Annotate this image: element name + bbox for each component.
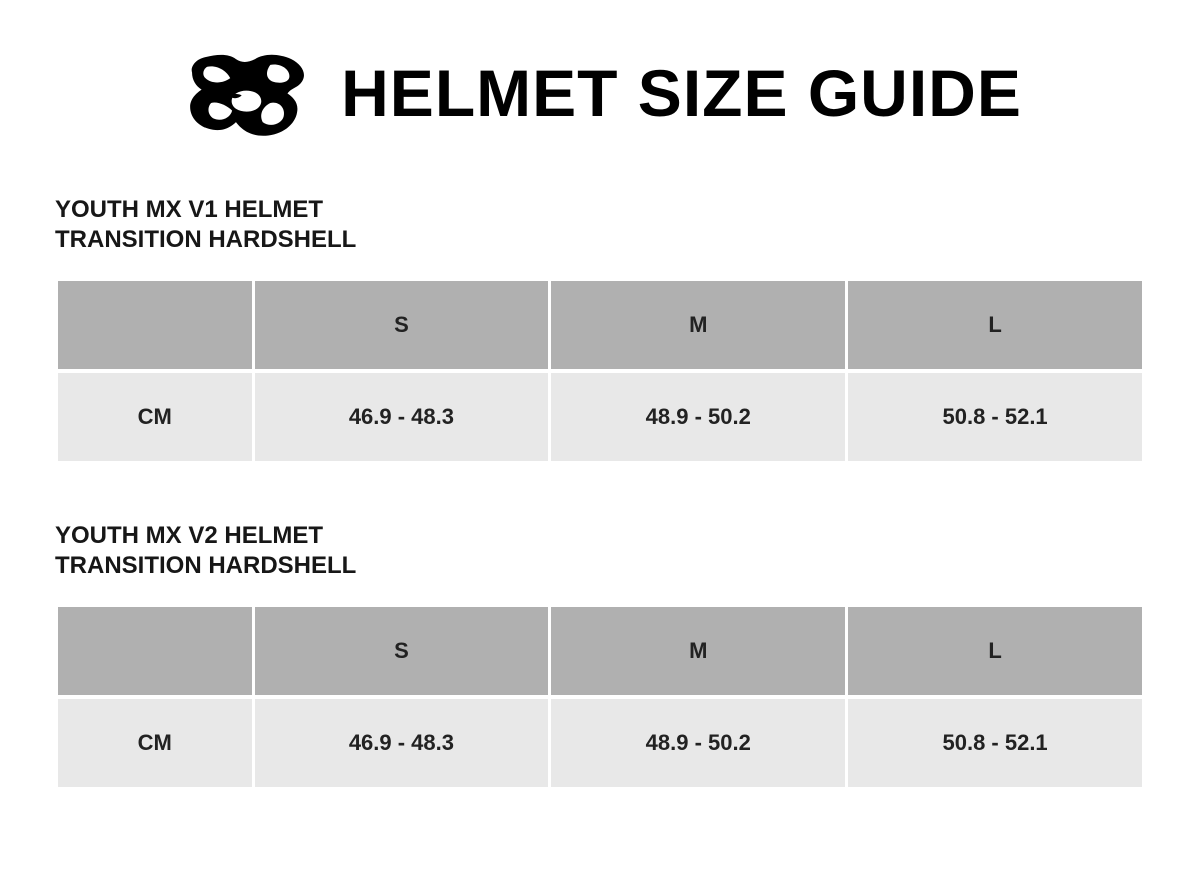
column-header-m: M (551, 607, 845, 695)
size-section-v1: YOUTH MX V1 HELMET TRANSITION HARDSHELL … (55, 195, 1145, 465)
section-title: YOUTH MX V2 HELMET TRANSITION HARDSHELL (55, 521, 1145, 581)
column-header-s: S (255, 607, 549, 695)
page-header: HELMET SIZE GUIDE (55, 40, 1145, 145)
cell-l: 50.8 - 52.1 (848, 699, 1142, 787)
size-section-v2: YOUTH MX V2 HELMET TRANSITION HARDSHELL … (55, 521, 1145, 791)
row-label-cm: CM (58, 699, 252, 787)
cell-m: 48.9 - 50.2 (551, 373, 845, 461)
section-title: YOUTH MX V1 HELMET TRANSITION HARDSHELL (55, 195, 1145, 255)
size-table-v2: S M L CM 46.9 - 48.3 48.9 - 50.2 50.8 - … (55, 603, 1145, 791)
column-header-blank (58, 607, 252, 695)
table-row: CM 46.9 - 48.3 48.9 - 50.2 50.8 - 52.1 (58, 373, 1142, 461)
column-header-m: M (551, 281, 845, 369)
row-label-cm: CM (58, 373, 252, 461)
cell-m: 48.9 - 50.2 (551, 699, 845, 787)
column-header-l: L (848, 281, 1142, 369)
cell-s: 46.9 - 48.3 (255, 373, 549, 461)
column-header-blank (58, 281, 252, 369)
fox-logo-icon (178, 40, 313, 145)
table-header-row: S M L (58, 281, 1142, 369)
page-title: HELMET SIZE GUIDE (341, 55, 1022, 131)
size-table-v1: S M L CM 46.9 - 48.3 48.9 - 50.2 50.8 - … (55, 277, 1145, 465)
table-row: CM 46.9 - 48.3 48.9 - 50.2 50.8 - 52.1 (58, 699, 1142, 787)
table-header-row: S M L (58, 607, 1142, 695)
cell-l: 50.8 - 52.1 (848, 373, 1142, 461)
cell-s: 46.9 - 48.3 (255, 699, 549, 787)
column-header-s: S (255, 281, 549, 369)
column-header-l: L (848, 607, 1142, 695)
